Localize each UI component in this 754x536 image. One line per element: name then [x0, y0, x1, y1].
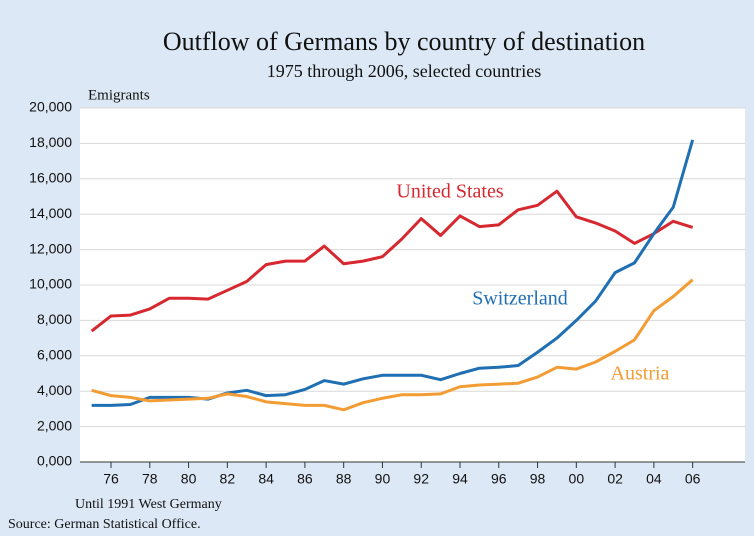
- series-label: Austria: [611, 363, 670, 385]
- x-tick-label: 06: [685, 471, 701, 487]
- series-label: United States: [396, 181, 503, 203]
- x-tick-label: 04: [646, 471, 662, 487]
- series-label: Switzerland: [472, 288, 568, 310]
- y-axis-label: Emigrants: [88, 87, 150, 103]
- y-tick-label: 2,000: [37, 417, 72, 433]
- x-tick-label: 90: [375, 471, 391, 487]
- x-tick-label: 88: [336, 471, 352, 487]
- x-tick-label: 80: [181, 471, 197, 487]
- y-tick-label: 10,000: [29, 276, 72, 292]
- x-tick-label: 86: [297, 471, 313, 487]
- x-tick-label: 84: [258, 471, 274, 487]
- series-line: [91, 278, 694, 412]
- y-tick-label: 20,000: [29, 99, 72, 115]
- y-tick-label: 0,000: [37, 453, 72, 469]
- y-tick-label: 16,000: [29, 170, 72, 186]
- x-tick-label: 76: [103, 471, 119, 487]
- y-tick-label: 12,000: [29, 240, 72, 256]
- chart-title: Outflow of Germans by country of destina…: [163, 27, 645, 56]
- x-tick-label: 96: [491, 471, 507, 487]
- y-tick-label: 6,000: [37, 347, 72, 363]
- series-line: [90, 189, 694, 333]
- footnote: Until 1991 West Germany: [75, 497, 222, 512]
- x-tick-label: 92: [413, 471, 429, 487]
- y-tick-label: 18,000: [29, 134, 72, 150]
- x-tick-label: 02: [607, 471, 623, 487]
- x-tick-label: 00: [569, 471, 585, 487]
- y-tick-label: 4,000: [37, 382, 72, 398]
- x-tick-label: 94: [452, 471, 468, 487]
- x-tick-label: 98: [530, 471, 546, 487]
- y-tick-label: 8,000: [37, 311, 72, 327]
- x-tick-label: 78: [142, 471, 158, 487]
- source: Source: German Statistical Office.: [8, 517, 201, 532]
- x-tick-label: 82: [220, 471, 236, 487]
- y-tick-label: 14,000: [29, 205, 72, 221]
- chart-subtitle: 1975 through 2006, selected countries: [267, 61, 541, 81]
